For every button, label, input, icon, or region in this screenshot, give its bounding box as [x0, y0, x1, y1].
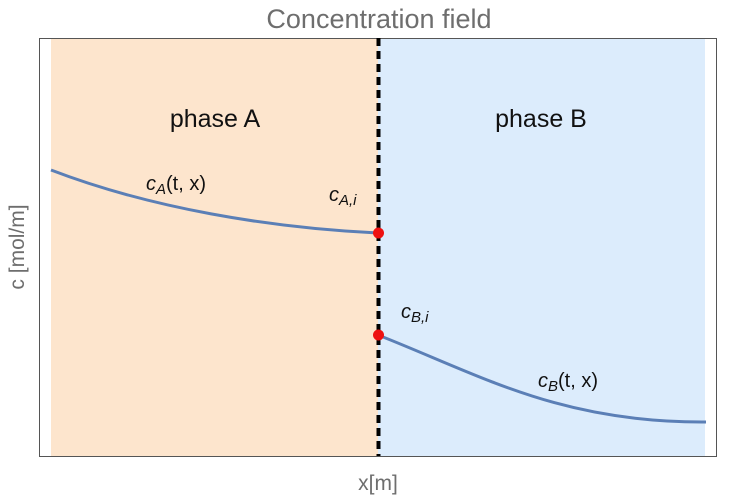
interface-b-label: cB,i	[401, 301, 429, 326]
interface-b-subscript: B,i	[411, 309, 429, 326]
phase-b-region	[378, 38, 705, 456]
phase-a-label: phase A	[170, 105, 261, 133]
x-axis-label: x[m]	[358, 472, 398, 495]
y-axis-label: c [mol/m]	[6, 204, 29, 289]
phase-a-region	[51, 38, 378, 456]
curve-b-symbol: c	[538, 370, 548, 392]
curve-a-label: cA(t, x)	[146, 173, 206, 198]
curve-b-subscript: B	[548, 378, 558, 395]
curve-a-symbol: c	[146, 173, 156, 195]
interface-b-symbol: c	[401, 301, 411, 323]
diagram-title: Concentration field	[266, 4, 491, 34]
interface-point-b	[373, 329, 384, 341]
curve-a-args: (t, x)	[166, 173, 206, 195]
interface-a-subscript: A,i	[338, 192, 357, 209]
interface-a-label: cA,i	[329, 184, 357, 209]
phase-b-label: phase B	[495, 105, 587, 133]
curve-b-label: cB(t, x)	[538, 370, 598, 395]
interface-a-symbol: c	[329, 184, 339, 206]
curve-b-args: (t, x)	[558, 370, 598, 392]
curve-phase-a	[50, 168, 379, 235]
interface-point-a	[373, 227, 384, 239]
curve-phase-b	[377, 333, 707, 424]
curve-a-subscript: A	[155, 181, 166, 198]
